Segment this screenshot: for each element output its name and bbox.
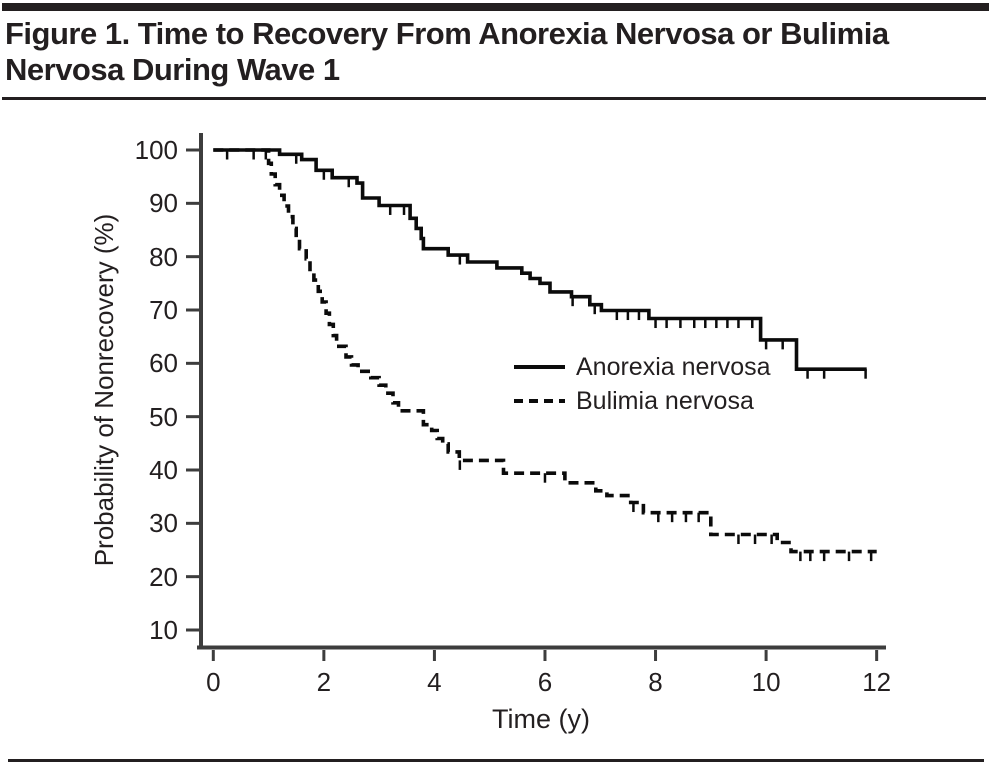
figure-title: Figure 1. Time to Recovery From Anorexia…	[5, 16, 889, 87]
y-tick-label: 20	[149, 561, 178, 592]
x-tick-label: 8	[648, 667, 663, 697]
chart-canvas	[186, 133, 886, 661]
legend-label-anorexia: Anorexia nervosa	[576, 352, 771, 381]
dashed-line-sample-icon	[514, 399, 565, 403]
x-tick-label: 4	[427, 667, 442, 697]
anorexia-curve	[213, 148, 867, 371]
solid-line-sample-icon	[514, 365, 565, 369]
x-tick-label: 12	[862, 667, 892, 697]
x-tick-label: 0	[206, 667, 221, 697]
y-tick-label: 60	[149, 348, 178, 379]
x-tick-label: 6	[537, 667, 553, 697]
legend: Anorexia nervosa Bulimia nervosa	[514, 350, 771, 418]
y-axis-title: Probability of Nonrecovery (%)	[89, 213, 119, 567]
legend-item-anorexia: Anorexia nervosa	[514, 350, 771, 384]
legend-item-bulimia: Bulimia nervosa	[514, 384, 771, 418]
y-tick-label: 70	[149, 294, 178, 325]
legend-label-bulimia: Bulimia nervosa	[576, 386, 754, 415]
x-axis-title: Time (y)	[492, 704, 590, 734]
y-tick-label: 50	[149, 401, 178, 432]
x-tick-label: 10	[751, 667, 781, 697]
y-tick-label: 40	[149, 454, 178, 485]
y-tick-label: 100	[134, 135, 178, 165]
x-tick-label: 2	[316, 667, 332, 697]
y-tick-label: 90	[149, 188, 178, 219]
y-tick-label: 80	[149, 241, 178, 272]
y-tick-label: 30	[149, 508, 178, 539]
top-rule-thick	[2, 3, 989, 11]
bottom-rule	[8, 759, 984, 762]
title-rule	[2, 97, 986, 100]
km-chart: 10 20 30 40 50 60 70 80 90 100 0 2 4 6 8 10 12 Probabil…	[0, 105, 992, 755]
y-tick-label: 10	[149, 614, 178, 645]
